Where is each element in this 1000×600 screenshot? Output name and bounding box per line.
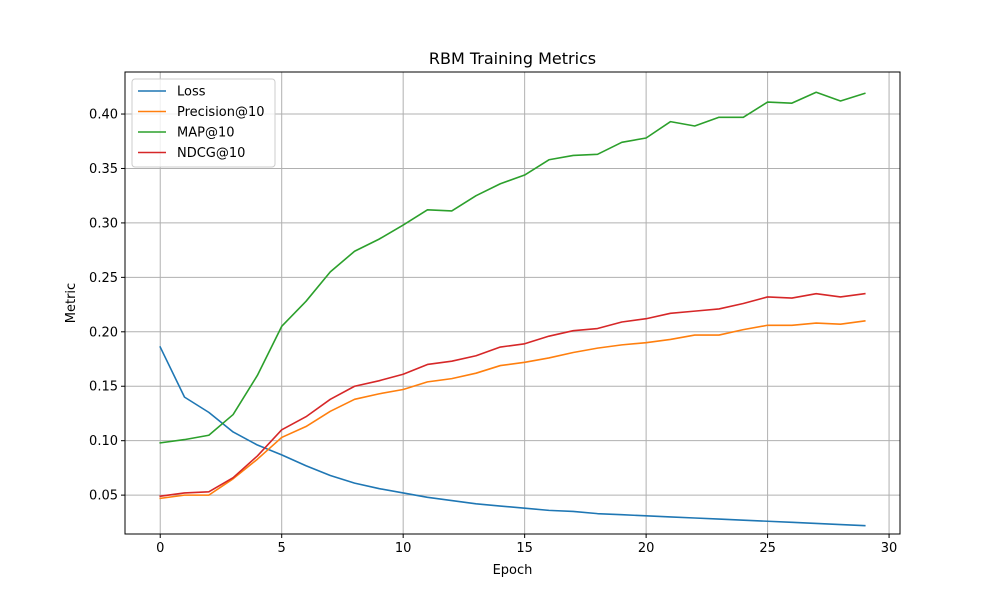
x-tick-label: 30 bbox=[881, 541, 898, 556]
y-tick-label: 0.35 bbox=[89, 162, 118, 177]
grid-lines bbox=[125, 72, 900, 534]
series-lines bbox=[159, 91, 866, 527]
series-line-ndcg-10 bbox=[159, 292, 866, 498]
legend-label-precision-10: Precision@10 bbox=[177, 105, 265, 120]
axis-ticks: 0 5 10 15 20 25 30 0.05 0.10 0.15 0.20 0.25 0.30 0.35… bbox=[89, 108, 897, 556]
series-line-loss bbox=[159, 345, 866, 527]
legend-label-loss: Loss bbox=[177, 85, 206, 100]
x-tick-label: 5 bbox=[278, 541, 286, 556]
legend-box bbox=[131, 78, 276, 168]
y-tick-label: 0.30 bbox=[89, 216, 118, 231]
x-tick-label: 15 bbox=[516, 541, 533, 556]
x-tick-label: 20 bbox=[638, 541, 655, 556]
y-tick-label: 0.05 bbox=[89, 489, 118, 504]
legend: Loss Precision@10 MAP@10 NDCG@10 bbox=[131, 78, 276, 168]
x-axis-label: Epoch bbox=[493, 563, 533, 578]
legend-label-map-10: MAP@10 bbox=[177, 126, 235, 141]
y-tick-label: 0.10 bbox=[89, 434, 118, 449]
plot-area-frame bbox=[124, 71, 901, 535]
y-axis-label: Metric bbox=[64, 283, 79, 323]
series-line-precision-10 bbox=[159, 320, 866, 500]
y-tick-label: 0.40 bbox=[89, 108, 118, 123]
y-tick-label: 0.25 bbox=[89, 271, 118, 286]
series-line-map-10 bbox=[159, 91, 866, 444]
y-tick-label: 0.15 bbox=[89, 380, 118, 395]
chart-title: RBM Training Metrics bbox=[429, 49, 596, 68]
y-tick-label: 0.20 bbox=[89, 325, 118, 340]
x-tick-label: 10 bbox=[395, 541, 412, 556]
x-tick-label: 25 bbox=[759, 541, 776, 556]
legend-label-ndcg-10: NDCG@10 bbox=[177, 146, 245, 161]
x-tick-label: 0 bbox=[156, 541, 164, 556]
